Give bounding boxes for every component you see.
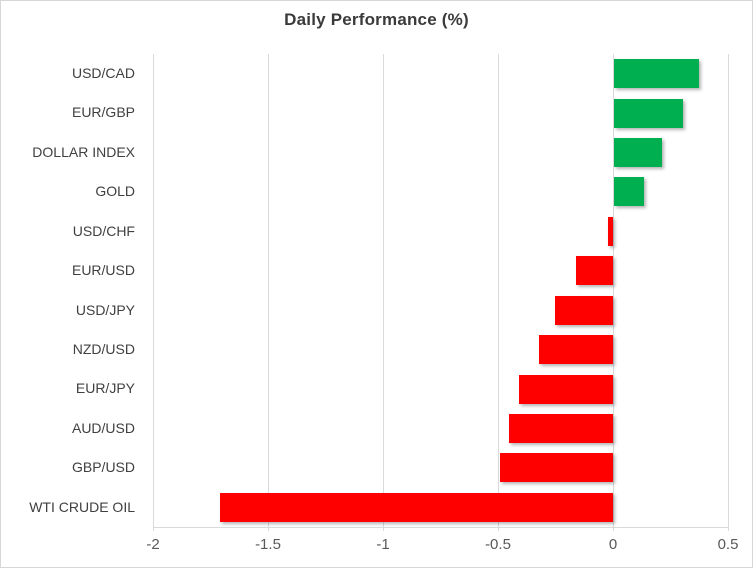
- category-label: EUR/JPY: [75, 380, 135, 396]
- bar-usd-jpy: [555, 296, 613, 325]
- category-label: DOLLAR INDEX: [32, 144, 135, 160]
- bar-usd-cad: [614, 59, 699, 88]
- bar-gold: [614, 177, 644, 206]
- gridline: [613, 54, 614, 531]
- category-label: GOLD: [95, 183, 135, 199]
- x-tick-label: -1.5: [255, 536, 281, 553]
- bar-dollar-index: [614, 138, 662, 167]
- x-tick-label: 0.5: [717, 536, 739, 553]
- category-label: EUR/GBP: [71, 104, 135, 120]
- gridline: [383, 54, 384, 531]
- bar-eur-jpy: [519, 375, 613, 404]
- gridline: [153, 54, 154, 531]
- plot-area: [153, 54, 729, 531]
- x-tick-label: -2: [146, 536, 160, 553]
- x-axis-line: [153, 527, 728, 528]
- bar-gbp-usd: [500, 453, 613, 482]
- category-label: GBP/USD: [71, 459, 135, 475]
- bar-nzd-usd: [539, 335, 613, 364]
- category-label: WTI CRUDE OIL: [29, 499, 135, 515]
- bar-aud-usd: [509, 414, 613, 443]
- category-label: USD/CAD: [71, 65, 135, 81]
- category-label: EUR/USD: [71, 262, 135, 278]
- x-tick-label: -0.5: [485, 536, 511, 553]
- gridline: [728, 54, 729, 531]
- x-tick-label: -1: [376, 536, 390, 553]
- bar-eur-gbp: [614, 99, 683, 128]
- x-tick-label: 0: [608, 536, 618, 553]
- bar-usd-chf: [608, 217, 613, 246]
- chart-title: Daily Performance (%): [284, 10, 469, 29]
- bar-wti-crude-oil: [220, 493, 613, 522]
- category-label: USD/JPY: [75, 302, 135, 318]
- category-label: USD/CHF: [72, 223, 135, 239]
- gridline: [268, 54, 269, 531]
- category-label: NZD/USD: [72, 341, 135, 357]
- category-label: AUD/USD: [71, 420, 135, 436]
- bar-eur-usd: [576, 256, 613, 285]
- gridline: [498, 54, 499, 531]
